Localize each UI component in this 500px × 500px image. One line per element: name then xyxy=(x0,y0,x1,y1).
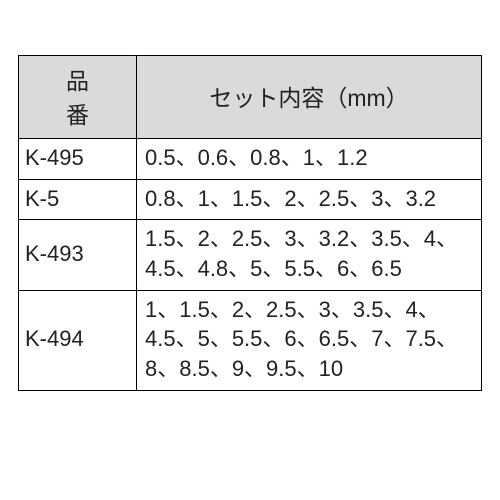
cell-set-contents: 1.5、2、2.5、3、3.2、3.5、4、4.5、4.8、5、5.5、6、6.… xyxy=(137,220,482,290)
cell-part-number: K-494 xyxy=(19,290,137,390)
cell-set-contents: 0.5、0.6、0.8、1、1.2 xyxy=(137,139,482,180)
table-row: K-5 0.8、1、1.5、2、2.5、3、3.2 xyxy=(19,179,482,220)
cell-set-contents: 1、1.5、2、2.5、3、3.5、4、4.5、5、5.5、6、6.5、7、7.… xyxy=(137,290,482,390)
header-row: 品 番 セット内容（mm） xyxy=(19,56,482,139)
col-header-set-contents: セット内容（mm） xyxy=(137,56,482,139)
col-header-part-number: 品 番 xyxy=(19,56,137,139)
spec-table: 品 番 セット内容（mm） K-495 0.5、0.6、0.8、1、1.2 K-… xyxy=(18,55,482,391)
table-container: 品 番 セット内容（mm） K-495 0.5、0.6、0.8、1、1.2 K-… xyxy=(0,0,500,391)
cell-part-number: K-493 xyxy=(19,220,137,290)
cell-set-contents: 0.8、1、1.5、2、2.5、3、3.2 xyxy=(137,179,482,220)
table-row: K-495 0.5、0.6、0.8、1、1.2 xyxy=(19,139,482,180)
cell-part-number: K-5 xyxy=(19,179,137,220)
table-row: K-493 1.5、2、2.5、3、3.2、3.5、4、4.5、4.8、5、5.… xyxy=(19,220,482,290)
cell-part-number: K-495 xyxy=(19,139,137,180)
table-row: K-494 1、1.5、2、2.5、3、3.5、4、4.5、5、5.5、6、6.… xyxy=(19,290,482,390)
